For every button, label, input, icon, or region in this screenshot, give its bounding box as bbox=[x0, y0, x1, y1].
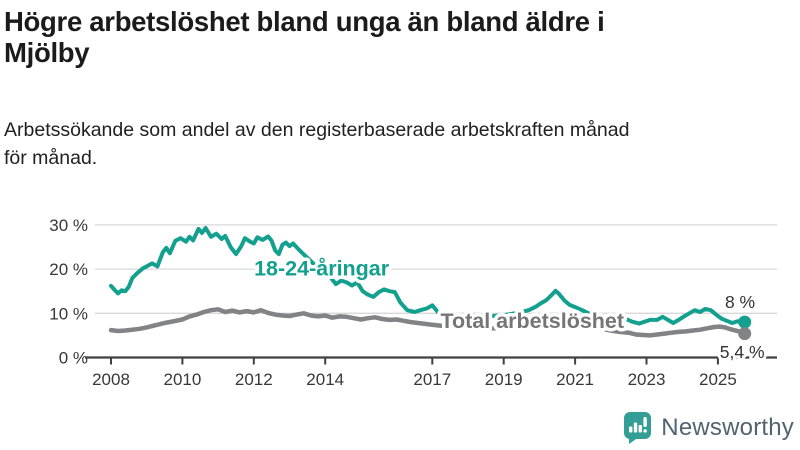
series-label-1: Total arbetslöshet bbox=[440, 309, 624, 333]
page-subtitle-line-1: Arbetssökande som andel av den registerb… bbox=[4, 119, 630, 141]
x-tick-label: 2008 bbox=[92, 370, 130, 389]
series-end-dot-1 bbox=[738, 327, 752, 341]
x-tick-label: 2023 bbox=[628, 370, 666, 389]
y-tick-label: 30 % bbox=[49, 216, 88, 235]
x-tick-label: 2021 bbox=[556, 370, 594, 389]
series-end-label-0: 8 % bbox=[725, 292, 755, 312]
brand-footer: Newsworthy bbox=[622, 410, 794, 445]
x-tick-label: 2012 bbox=[235, 370, 273, 389]
y-tick-label: 0 % bbox=[59, 349, 88, 368]
y-tick-label: 20 % bbox=[49, 260, 88, 279]
newsworthy-logo-icon bbox=[624, 412, 652, 444]
x-tick-label: 2025 bbox=[699, 370, 737, 389]
page-subtitle-line-2: för månad. bbox=[4, 147, 98, 169]
y-tick-label: 10 % bbox=[49, 304, 88, 323]
series-end-label-1: 5,4 % bbox=[720, 342, 765, 362]
series-label-0: 18-24-åringar bbox=[254, 256, 390, 280]
brand-name: Newsworthy bbox=[661, 413, 794, 441]
page-title-line-1: Högre arbetslöshet bland unga än bland ä… bbox=[4, 6, 605, 37]
page-title: Högre arbetslöshet bland unga än bland ä… bbox=[4, 6, 796, 68]
series-end-dot-0 bbox=[738, 315, 752, 329]
page-title-line-2: Mjölby bbox=[4, 37, 90, 68]
x-tick-label: 2017 bbox=[413, 370, 451, 389]
x-tick-label: 2014 bbox=[306, 370, 344, 389]
x-tick-label: 2019 bbox=[485, 370, 523, 389]
page-subtitle: Arbetssökande som andel av den registerb… bbox=[4, 116, 796, 172]
x-tick-label: 2010 bbox=[163, 370, 201, 389]
series-line-0 bbox=[109, 226, 747, 326]
series-line-1 bbox=[108, 307, 747, 338]
